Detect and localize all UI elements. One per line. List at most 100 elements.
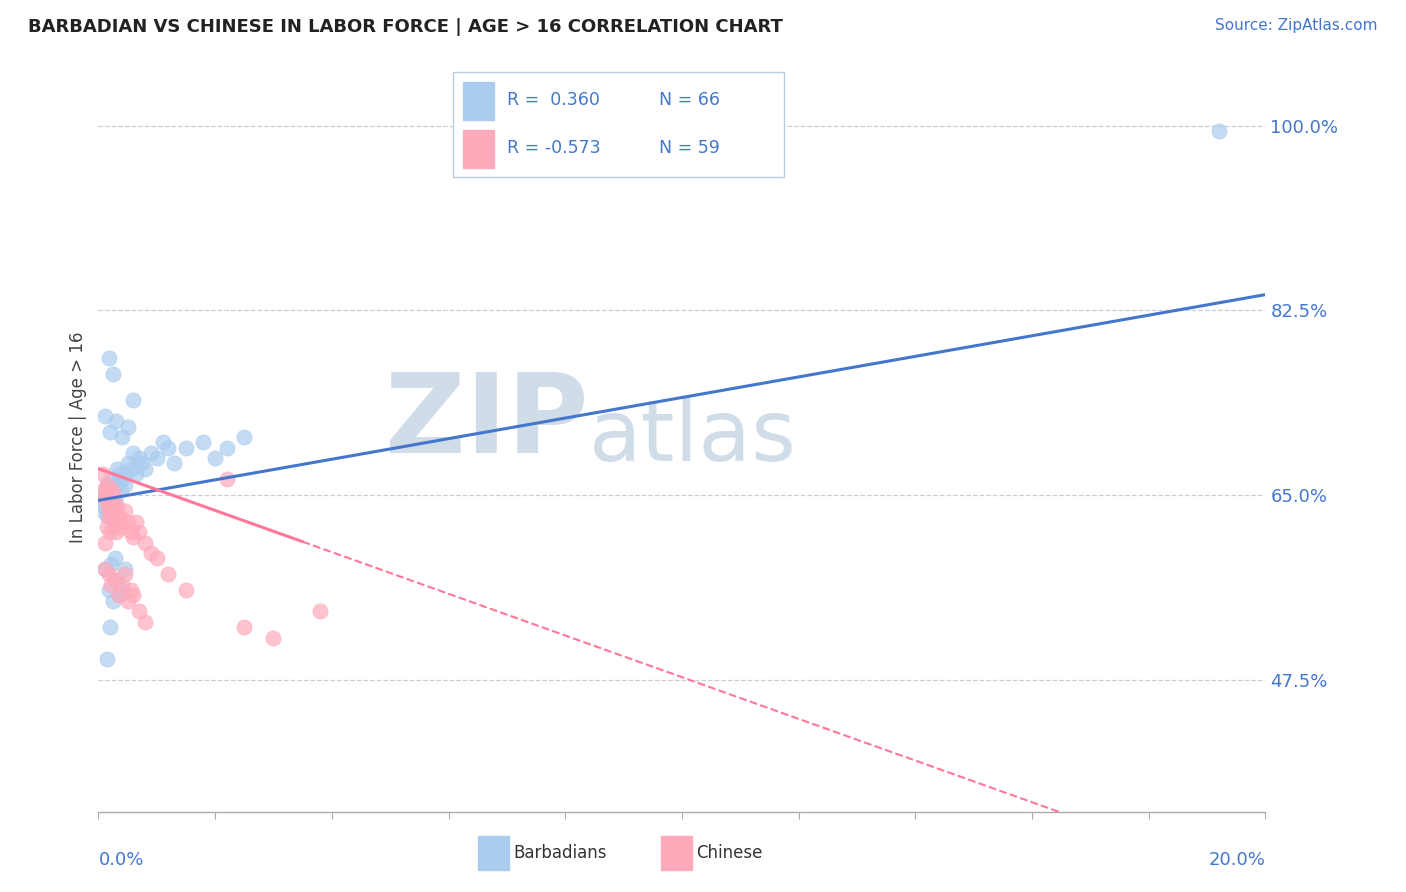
Point (108, 588, 131, 602)
Point (174, 441, 197, 455)
Point (134, 461, 156, 475)
Point (146, 451, 169, 466)
Point (114, 504, 136, 518)
Y-axis label: In Labor Force | Age > 16: In Labor Force | Age > 16 (69, 331, 87, 543)
Point (233, 620, 256, 634)
Point (94, 483, 117, 497)
Point (110, 515, 132, 529)
Point (146, 551, 169, 566)
Point (97, 493, 120, 508)
Point (101, 493, 124, 508)
Point (101, 488, 124, 502)
Point (91, 467, 114, 481)
Point (101, 520, 124, 534)
Point (114, 562, 136, 576)
Text: R =  0.360: R = 0.360 (508, 91, 600, 109)
Point (104, 573, 127, 587)
Point (309, 604, 332, 618)
Point (139, 546, 162, 560)
Point (104, 515, 127, 529)
Text: N = 66: N = 66 (659, 91, 720, 109)
Point (98, 509, 121, 524)
Point (108, 515, 131, 529)
Point (111, 430, 134, 444)
Point (117, 515, 139, 529)
Point (103, 499, 125, 513)
Point (94, 562, 117, 576)
Point (100, 472, 122, 486)
Point (122, 530, 145, 544)
Point (98, 425, 121, 439)
Point (94, 535, 117, 549)
Point (93, 499, 115, 513)
Point (152, 435, 174, 450)
Point (120, 583, 142, 598)
Point (163, 457, 186, 471)
Point (134, 615, 156, 629)
Point (215, 441, 238, 455)
Point (100, 488, 122, 502)
Point (94, 488, 117, 502)
FancyBboxPatch shape (453, 72, 785, 178)
Point (97, 477, 120, 491)
Point (103, 488, 125, 502)
Point (97, 509, 120, 524)
Point (108, 509, 131, 524)
Point (204, 451, 226, 466)
Point (1208, 124, 1230, 138)
Point (104, 551, 127, 566)
Point (263, 631, 285, 645)
Point (98, 524, 121, 539)
Point (97, 567, 120, 582)
Point (117, 457, 139, 471)
Point (97, 351, 120, 365)
Point (97, 504, 120, 518)
Point (122, 446, 145, 460)
Point (97, 488, 120, 502)
Point (139, 446, 162, 460)
Text: ZIP: ZIP (385, 368, 589, 475)
Point (100, 499, 122, 513)
Bar (464, 82, 494, 120)
Point (98, 620, 121, 634)
Point (100, 578, 122, 592)
Point (108, 588, 131, 602)
Point (96, 520, 118, 534)
Point (104, 493, 127, 508)
Point (120, 524, 142, 539)
Point (101, 367, 124, 381)
Point (97, 583, 120, 598)
Point (111, 520, 134, 534)
Text: atlas: atlas (589, 395, 797, 479)
Point (131, 457, 153, 471)
Point (101, 504, 124, 518)
Point (104, 573, 127, 587)
Point (97, 483, 120, 497)
Point (104, 414, 127, 428)
Text: N = 59: N = 59 (659, 139, 720, 157)
Text: 0.0%: 0.0% (98, 851, 143, 869)
Point (101, 499, 124, 513)
Text: Source: ZipAtlas.com: Source: ZipAtlas.com (1215, 18, 1378, 33)
Point (128, 451, 150, 466)
Point (94, 493, 117, 508)
Point (193, 435, 215, 450)
Point (101, 483, 124, 497)
Point (111, 583, 134, 598)
Point (122, 393, 145, 408)
Point (105, 461, 128, 475)
Point (104, 504, 127, 518)
Point (117, 419, 139, 434)
Text: Chinese: Chinese (696, 844, 762, 862)
Point (101, 504, 124, 518)
Point (103, 477, 125, 491)
Point (100, 557, 122, 571)
Point (215, 472, 238, 486)
Point (96, 651, 118, 665)
Point (94, 493, 117, 508)
Text: 20.0%: 20.0% (1209, 851, 1265, 869)
Point (108, 467, 131, 481)
Point (94, 488, 117, 502)
Point (100, 504, 122, 518)
Bar (464, 130, 494, 168)
